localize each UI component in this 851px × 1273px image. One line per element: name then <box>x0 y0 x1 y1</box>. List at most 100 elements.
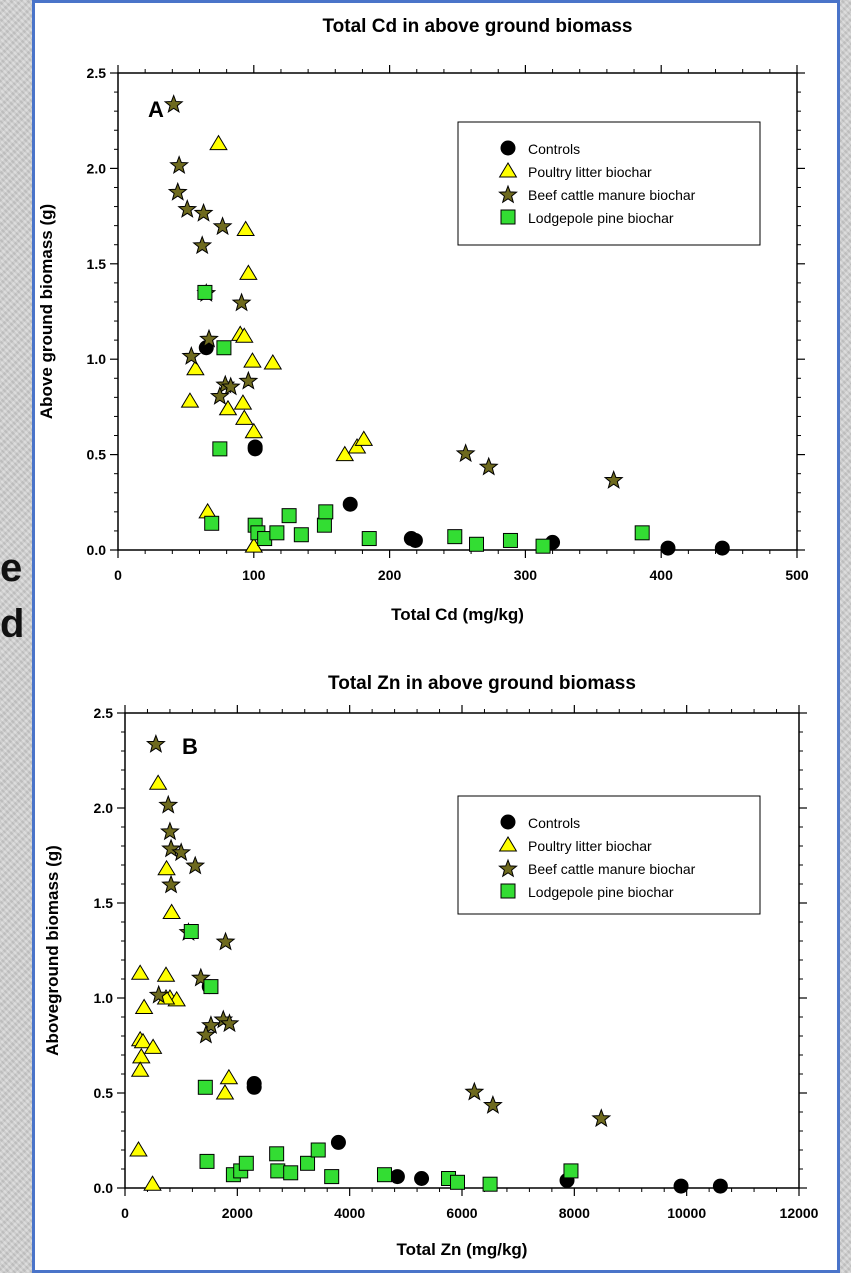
data-point-square <box>269 1146 285 1162</box>
data-point-triangle <box>263 354 283 370</box>
y-tick-label: 2.5 <box>94 705 114 721</box>
series-triangle <box>129 774 239 1191</box>
data-point-star <box>148 984 169 1004</box>
data-point-square <box>283 1165 299 1181</box>
y-tick-label: 1.5 <box>94 895 114 911</box>
y-tick-label: 0.5 <box>94 1085 114 1101</box>
data-point-triangle <box>157 859 176 876</box>
chart-zn: Total Zn in above ground biomass 0 2000 400… <box>43 673 819 1259</box>
data-point-square <box>238 1155 254 1171</box>
y-tick-label: 1.5 <box>87 256 107 272</box>
data-point-triangle <box>130 1061 150 1077</box>
chart-cd: Total Cd in above ground biomass 0 100 200 3… <box>37 16 809 624</box>
data-point-square <box>447 529 463 545</box>
data-point-star <box>591 1108 612 1128</box>
data-point-star <box>177 199 198 218</box>
data-point-square <box>318 504 334 520</box>
legend-label: Poultry litter biochar <box>528 838 652 854</box>
x-axis-label: Total Cd (mg/kg) <box>391 605 524 624</box>
legend-label: Lodgepole pine biochar <box>528 210 674 226</box>
series-circle <box>198 340 730 556</box>
data-point-star <box>192 235 213 255</box>
data-point-triangle <box>180 392 200 408</box>
data-point-star <box>215 931 236 951</box>
x-tick-label: 300 <box>514 567 538 583</box>
data-point-circle <box>247 441 263 457</box>
data-point-triangle <box>133 1032 153 1049</box>
y-tick-label: 0.0 <box>87 542 107 558</box>
data-point-triangle <box>335 445 355 462</box>
legend-marker-square <box>500 883 516 899</box>
data-point-square <box>310 1142 326 1158</box>
data-point-star <box>163 94 184 113</box>
data-point-star <box>201 1015 221 1035</box>
chart-title: Total Cd in above ground biomass <box>322 16 632 37</box>
data-point-star <box>195 1024 216 1044</box>
legend-label: Beef cattle manure biochar <box>528 187 696 203</box>
legend-label: Lodgepole pine biochar <box>528 884 674 900</box>
data-point-square <box>203 979 219 995</box>
data-point-square <box>281 508 297 524</box>
data-point-triangle <box>235 409 254 425</box>
data-point-triangle <box>156 966 176 982</box>
panel-label: B <box>182 734 198 759</box>
y-tick-label: 2.0 <box>87 160 107 176</box>
y-tick-label: 1.0 <box>87 351 107 367</box>
data-point-triangle <box>354 430 374 446</box>
data-point-star <box>478 456 499 476</box>
data-point-star <box>181 345 202 365</box>
data-point-triangle <box>143 1175 162 1191</box>
legend-marker-triangle <box>498 836 518 852</box>
data-point-square <box>300 1155 316 1171</box>
legend-label: Controls <box>528 141 580 157</box>
data-point-square <box>269 525 285 541</box>
y-tick-label: 1.0 <box>94 990 114 1006</box>
series-square <box>183 924 579 1192</box>
data-point-square <box>469 536 485 552</box>
x-tick-label: 2000 <box>222 1205 253 1221</box>
data-point-star <box>190 967 211 987</box>
data-point-triangle <box>132 1047 151 1064</box>
data-point-square <box>376 1167 392 1183</box>
data-point-square <box>216 340 232 356</box>
x-tick-label: 500 <box>785 567 809 583</box>
data-point-star <box>209 386 230 405</box>
data-point-square <box>183 924 199 939</box>
data-point-triangle <box>218 399 238 416</box>
data-point-square <box>502 532 518 548</box>
data-point-star <box>161 838 181 858</box>
data-point-star <box>212 216 233 236</box>
data-point-square <box>316 517 332 533</box>
data-point-square <box>324 1169 340 1185</box>
y-axis-label: Above ground biomass (g) <box>37 204 56 419</box>
legend-marker-star <box>498 858 518 878</box>
legend: Controls Poultry litter biochar Beef cattl… <box>457 795 761 915</box>
legend-box <box>457 121 761 246</box>
data-point-square <box>270 1163 286 1179</box>
data-point-circle <box>407 532 423 548</box>
x-tick-label: 4000 <box>334 1205 365 1221</box>
x-tick-label: 8000 <box>559 1205 590 1221</box>
legend-marker-circle <box>500 814 516 830</box>
x-tick-label: 400 <box>650 567 674 583</box>
data-point-circle <box>330 1134 346 1150</box>
legend-marker-square <box>500 209 516 225</box>
data-point-circle <box>660 540 676 556</box>
data-point-square <box>361 531 377 547</box>
data-point-star <box>603 469 624 489</box>
legend-marker-circle <box>500 140 516 156</box>
data-point-triangle <box>186 359 205 376</box>
x-axis-label: Total Zn (mg/kg) <box>397 1240 528 1259</box>
data-point-square <box>293 527 309 543</box>
data-point-square <box>482 1176 498 1192</box>
data-point-circle <box>389 1169 405 1185</box>
background-text-fragment-2: d <box>0 602 25 646</box>
data-point-circle <box>673 1178 689 1194</box>
data-point-circle <box>714 540 730 556</box>
data-point-star <box>238 370 259 390</box>
x-tick-label: 0 <box>121 1205 129 1221</box>
data-point-square <box>450 1174 466 1190</box>
data-point-square <box>535 538 551 554</box>
y-tick-label: 2.5 <box>87 65 107 81</box>
